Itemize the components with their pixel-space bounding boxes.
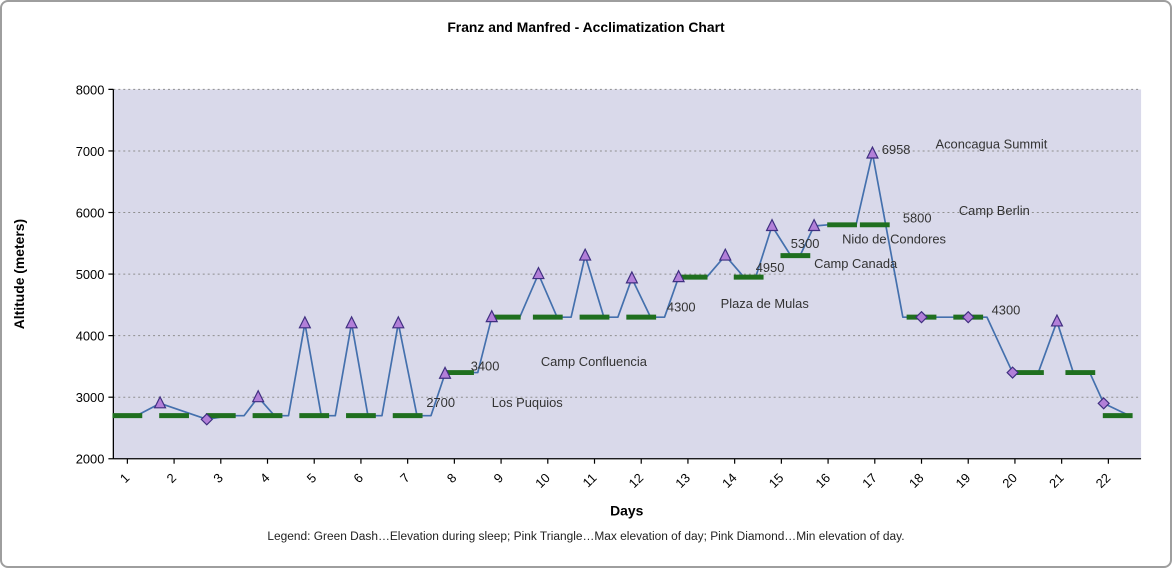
- max-elevation-marker: [578, 247, 592, 261]
- max-elevation-marker: [807, 218, 821, 232]
- chart-annotation: Nido de Condores: [842, 231, 946, 246]
- y-tick-label: 4000: [76, 329, 105, 344]
- max-elevation-marker: [298, 315, 312, 329]
- y-tick-label: 2000: [76, 452, 105, 467]
- x-tick-label: 11: [580, 470, 600, 490]
- x-tick-label: 5: [304, 470, 320, 486]
- y-tick-label: 7000: [76, 144, 105, 159]
- x-tick-label: 17: [859, 470, 880, 491]
- x-tick-label: 16: [812, 470, 833, 491]
- max-elevation-marker: [438, 366, 452, 379]
- y-tick-label: 5000: [76, 267, 105, 282]
- chart-title: Franz and Manfred - Acclimatization Char…: [447, 19, 725, 35]
- x-tick-label: 4: [257, 470, 273, 486]
- x-tick-label: 20: [999, 470, 1020, 491]
- chart-annotation: 5300: [791, 236, 820, 251]
- chart-annotation: 5800: [903, 210, 932, 225]
- x-tick-label: 15: [766, 470, 787, 491]
- max-elevation-marker: [718, 247, 732, 261]
- y-tick-label: 3000: [76, 390, 105, 405]
- max-elevation-marker: [672, 269, 686, 283]
- y-axis-label: Altitude (meters): [11, 219, 27, 329]
- x-tick-label: 1: [117, 470, 133, 486]
- x-axis-label: Days: [610, 502, 643, 518]
- max-elevation-marker: [391, 315, 405, 329]
- max-elevation-marker: [1050, 313, 1064, 327]
- max-elevation-marker: [153, 395, 167, 409]
- x-tick-label: 22: [1093, 470, 1114, 491]
- x-tick-label: 9: [491, 470, 507, 486]
- max-elevation-marker: [866, 145, 879, 159]
- x-tick-label: 8: [444, 470, 460, 486]
- min-elevation-marker: [200, 413, 214, 426]
- max-elevation-marker: [485, 309, 499, 323]
- plot-background: [113, 89, 1142, 459]
- x-tick-label: 19: [953, 470, 974, 491]
- min-elevation-marker: [915, 310, 928, 324]
- chart-annotation: 2700: [426, 395, 455, 410]
- max-elevation-marker: [765, 218, 779, 232]
- x-tick-label: 10: [532, 470, 553, 491]
- chart-annotation: 3400: [471, 359, 500, 374]
- x-tick-label: 12: [626, 470, 647, 491]
- chart-annotation: Plaza de Mulas: [721, 296, 809, 311]
- min-elevation-marker: [961, 310, 975, 324]
- x-tick-label: 13: [672, 470, 693, 491]
- x-tick-label: 3: [210, 470, 226, 486]
- max-elevation-marker: [625, 270, 639, 284]
- chart-annotation: Camp Berlin: [959, 203, 1030, 218]
- min-elevation-marker: [1097, 397, 1110, 410]
- x-tick-label: 2: [164, 470, 180, 486]
- x-tick-label: 18: [906, 470, 927, 491]
- chart-annotation: 4300: [667, 300, 696, 315]
- y-tick-label: 8000: [76, 82, 105, 97]
- chart-annotation: 4950: [756, 260, 785, 275]
- max-elevation-marker: [532, 266, 545, 280]
- x-tick-label: 21: [1046, 470, 1067, 491]
- max-elevation-marker: [345, 315, 359, 329]
- chart-annotation: 4300: [992, 303, 1021, 318]
- chart-annotation: Camp Confluencia: [541, 354, 648, 369]
- x-tick-label: 6: [350, 470, 366, 486]
- chart-annotation: 6958: [882, 142, 911, 157]
- max-elevation-marker: [251, 389, 265, 403]
- x-tick-label: 14: [719, 470, 740, 491]
- chart-annotation: Los Puquios: [492, 395, 563, 410]
- chart-annotation: Aconcagua Summit: [936, 136, 1048, 151]
- min-elevation-marker: [1006, 366, 1019, 379]
- chart-annotation: Camp Canada: [814, 256, 898, 271]
- legend-caption: Legend: Green Dash…Elevation during slee…: [267, 529, 904, 543]
- x-tick-label: 7: [397, 470, 413, 486]
- y-tick-label: 6000: [76, 205, 105, 220]
